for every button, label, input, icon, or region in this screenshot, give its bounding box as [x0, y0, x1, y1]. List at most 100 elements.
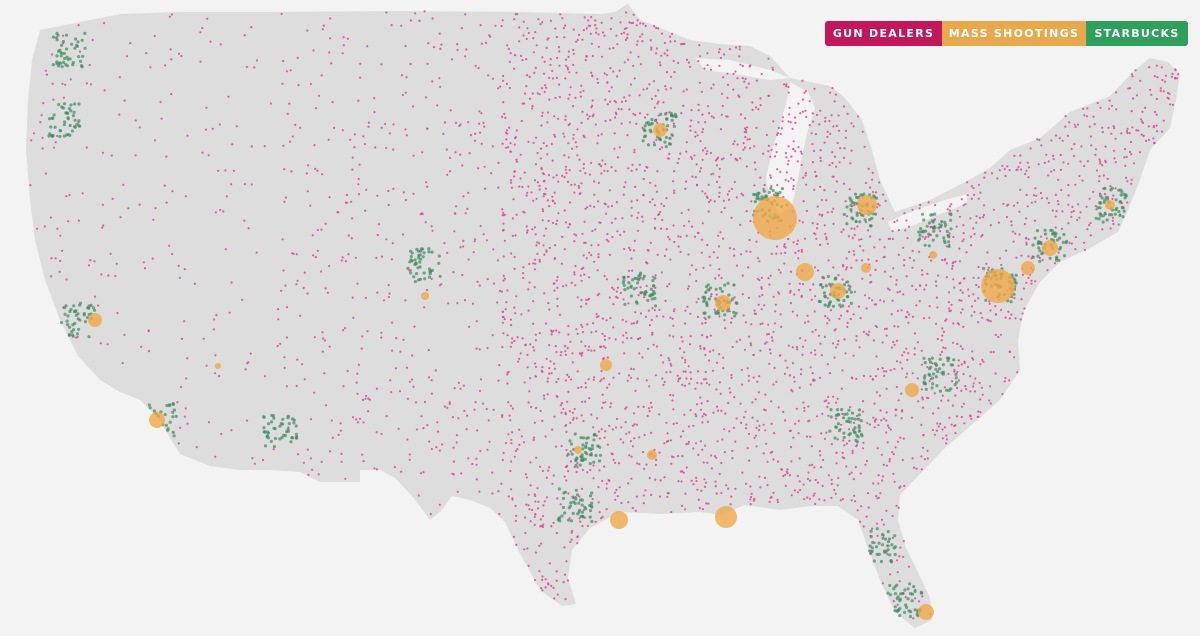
- mass-shooting-marker[interactable]: [215, 363, 221, 369]
- mass-shooting-marker[interactable]: [610, 511, 628, 529]
- gun-dealer-dot: [466, 414, 469, 417]
- mass-shooting-marker[interactable]: [861, 263, 871, 273]
- mass-shooting-marker[interactable]: [421, 292, 429, 300]
- gun-dealer-dot: [818, 376, 822, 379]
- mass-shooting-marker[interactable]: [1021, 261, 1035, 275]
- mass-shooting-marker[interactable]: [715, 506, 737, 528]
- gun-dealer-dot: [597, 181, 600, 184]
- gun-dealer-dot: [672, 335, 675, 338]
- gun-dealer-dot: [763, 183, 766, 187]
- gun-dealer-dot: [875, 522, 879, 525]
- mass-shooting-marker[interactable]: [857, 195, 877, 215]
- gun-dealer-dot: [603, 202, 606, 205]
- starbucks-dot: [1118, 213, 1122, 217]
- gun-dealer-dot: [533, 515, 536, 519]
- gun-dealer-dot: [1025, 243, 1028, 246]
- gun-dealer-dot: [748, 459, 751, 462]
- gun-dealer-dot: [612, 326, 615, 329]
- gun-dealer-dot: [677, 377, 680, 381]
- starbucks-dot: [901, 591, 905, 596]
- gun-dealer-dot: [405, 366, 408, 369]
- mass-shooting-marker[interactable]: [905, 383, 919, 397]
- gun-dealer-dot: [621, 318, 624, 321]
- mass-shooting-marker[interactable]: [929, 251, 937, 259]
- gun-dealer-dot: [546, 199, 549, 202]
- gun-dealer-dot: [219, 43, 222, 46]
- gun-dealer-dot: [864, 463, 867, 466]
- gun-dealer-dot: [569, 460, 573, 463]
- gun-dealer-dot: [888, 458, 891, 461]
- gun-dealer-dot: [562, 27, 566, 30]
- mass-shooting-marker[interactable]: [830, 283, 846, 299]
- gun-dealer-dot: [828, 319, 831, 322]
- starbucks-dot: [653, 304, 658, 308]
- mass-shooting-marker[interactable]: [574, 446, 582, 454]
- starbucks-dot: [1036, 254, 1040, 258]
- gun-dealer-dot: [786, 366, 789, 369]
- legend-gun-dealers-button[interactable]: GUN DEALERS: [825, 21, 942, 46]
- legend-starbucks-button[interactable]: STARBUCKS: [1086, 21, 1188, 46]
- starbucks-dot: [63, 56, 67, 61]
- gun-dealer-dot: [885, 387, 888, 390]
- gun-dealer-dot: [533, 286, 536, 289]
- mass-shooting-marker[interactable]: [88, 313, 102, 327]
- gun-dealer-dot: [860, 259, 864, 262]
- mass-shooting-marker[interactable]: [647, 450, 657, 460]
- gun-dealer-dot: [672, 180, 675, 183]
- mass-shooting-marker[interactable]: [981, 269, 1015, 303]
- starbucks-dot: [934, 375, 938, 379]
- mass-shooting-marker[interactable]: [653, 123, 667, 137]
- gun-dealer-dot: [756, 419, 759, 423]
- gun-dealer-dot: [528, 390, 531, 393]
- gun-dealer-dot: [810, 445, 814, 448]
- gun-dealer-dot: [1060, 188, 1063, 192]
- starbucks-dot: [1055, 238, 1060, 242]
- legend-mass-shootings-button[interactable]: MASS SHOOTINGS: [942, 21, 1086, 46]
- mass-shooting-marker[interactable]: [715, 295, 731, 311]
- gun-dealer-dot: [876, 497, 879, 500]
- mass-shooting-marker[interactable]: [149, 412, 165, 428]
- gun-dealer-dot: [541, 419, 544, 422]
- gun-dealer-dot: [815, 237, 818, 240]
- gun-dealer-dot: [606, 386, 609, 389]
- starbucks-dot: [706, 288, 710, 292]
- starbucks-dot: [83, 31, 87, 35]
- gun-dealer-dot: [746, 138, 749, 141]
- gun-dealer-dot: [1070, 211, 1073, 214]
- gun-dealer-dot: [877, 424, 880, 427]
- gun-dealer-dot: [834, 492, 837, 495]
- gun-dealer-dot: [802, 176, 805, 179]
- gun-dealer-dot: [699, 396, 702, 399]
- gun-dealer-dot: [660, 227, 663, 230]
- mass-shooting-marker[interactable]: [1105, 200, 1115, 210]
- gun-dealer-dot: [630, 337, 633, 340]
- gun-dealer-dot: [344, 260, 347, 263]
- gun-dealer-dot: [314, 256, 317, 259]
- gun-dealer-dot: [689, 409, 692, 412]
- gun-dealer-dot: [1139, 79, 1142, 82]
- gun-dealer-dot: [595, 27, 598, 30]
- gun-dealer-dot: [680, 112, 683, 115]
- starbucks-dot: [829, 415, 833, 419]
- gun-dealer-dot: [668, 282, 671, 286]
- mass-shooting-marker[interactable]: [796, 263, 814, 281]
- gun-dealer-dot: [475, 320, 478, 323]
- gun-dealer-dot: [752, 499, 756, 502]
- gun-dealer-dot: [738, 55, 741, 58]
- gun-dealer-dot: [361, 398, 365, 401]
- starbucks-dot: [823, 294, 827, 298]
- gun-dealer-dot: [471, 462, 474, 466]
- starbucks-dot: [87, 335, 91, 339]
- mass-shooting-marker[interactable]: [753, 196, 797, 240]
- starbucks-dot: [51, 35, 56, 39]
- gun-dealer-dot: [871, 378, 874, 381]
- gun-dealer-dot: [597, 256, 600, 259]
- gun-dealer-dot: [501, 142, 504, 145]
- mass-shooting-marker[interactable]: [918, 604, 934, 620]
- mass-shooting-marker[interactable]: [600, 359, 612, 371]
- gun-dealer-dot: [833, 329, 836, 332]
- gun-dealer-dot: [977, 265, 980, 269]
- mass-shooting-marker[interactable]: [1042, 240, 1058, 256]
- gun-dealer-dot: [666, 49, 669, 52]
